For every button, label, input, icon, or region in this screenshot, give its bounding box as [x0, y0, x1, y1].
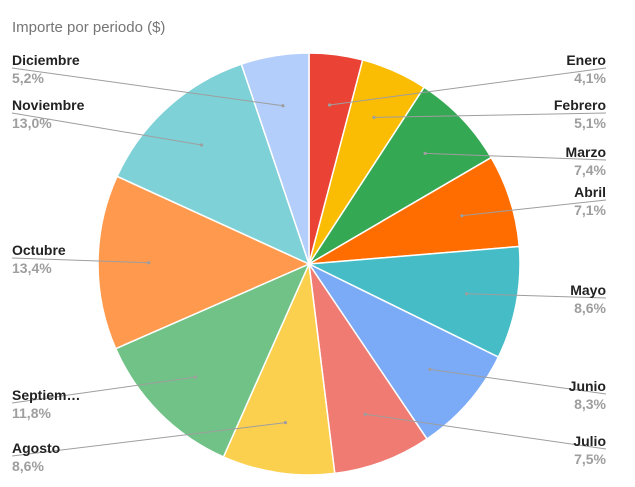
slice-value-septiem: 11,8% [12, 405, 51, 421]
slice-value-junio: 8,3% [574, 396, 606, 412]
leader-line-febrero [374, 112, 607, 118]
pie-slice-mayo [306, 245, 521, 359]
pie-slice-septiem [114, 262, 311, 458]
leader-line-julio [365, 413, 607, 450]
slice-value-abril: 7,1% [574, 202, 606, 218]
leader-line-diciembre [11, 67, 284, 107]
slice-label-julio: Julio [573, 433, 606, 449]
slice-label-noviembre: Noviembre [12, 97, 85, 113]
slice-label-abril: Abril [574, 184, 606, 200]
slice-label-marzo: Marzo [566, 144, 606, 160]
leader-line-septiem [11, 376, 196, 404]
pie-slice-diciembre [240, 52, 310, 265]
pie-slice-junio [306, 262, 500, 441]
leader-line-agosto [11, 422, 286, 457]
slice-value-agosto: 8,6% [12, 458, 44, 474]
pie-slices [97, 52, 521, 476]
slice-label-agosto: Agosto [12, 440, 60, 456]
slice-value-mayo: 8,6% [574, 300, 606, 316]
slice-value-marzo: 7,4% [574, 162, 606, 178]
slice-label-febrero: Febrero [554, 97, 606, 113]
slice-value-febrero: 5,1% [574, 115, 606, 131]
leader-line-abril [461, 199, 607, 217]
pie-slice-octubre [97, 175, 311, 350]
slice-value-enero: 4,1% [574, 70, 606, 86]
leader-line-enero [329, 67, 607, 106]
slice-value-diciembre: 5,2% [12, 70, 44, 86]
pie-slice-noviembre [116, 63, 311, 266]
slice-value-octubre: 13,4% [12, 260, 52, 276]
leader-line-marzo [425, 152, 607, 161]
leader-lines [11, 67, 607, 457]
leader-line-mayo [466, 293, 607, 299]
slice-value-julio: 7,5% [574, 451, 606, 467]
slice-label-diciembre: Diciembre [12, 52, 80, 68]
slice-labels: Enero 4,1% Febrero 5,1% Marzo 7,4% Abril 7,1% Ma… [12, 52, 607, 474]
slice-label-enero: Enero [566, 52, 606, 68]
slice-label-octubre: Octubre [12, 242, 66, 258]
leader-line-octubre [11, 257, 149, 264]
slice-label-mayo: Mayo [570, 282, 606, 298]
slice-label-septiem: Septiem… [12, 387, 80, 403]
leader-line-noviembre [11, 112, 202, 146]
slice-label-junio: Junio [569, 378, 606, 394]
chart-title: Importe por periodo ($) [12, 19, 165, 36]
slice-value-noviembre: 13,0% [12, 115, 52, 131]
pie-slice-julio [308, 263, 428, 475]
leader-line-junio [429, 368, 607, 395]
pie-slice-agosto [222, 261, 336, 476]
